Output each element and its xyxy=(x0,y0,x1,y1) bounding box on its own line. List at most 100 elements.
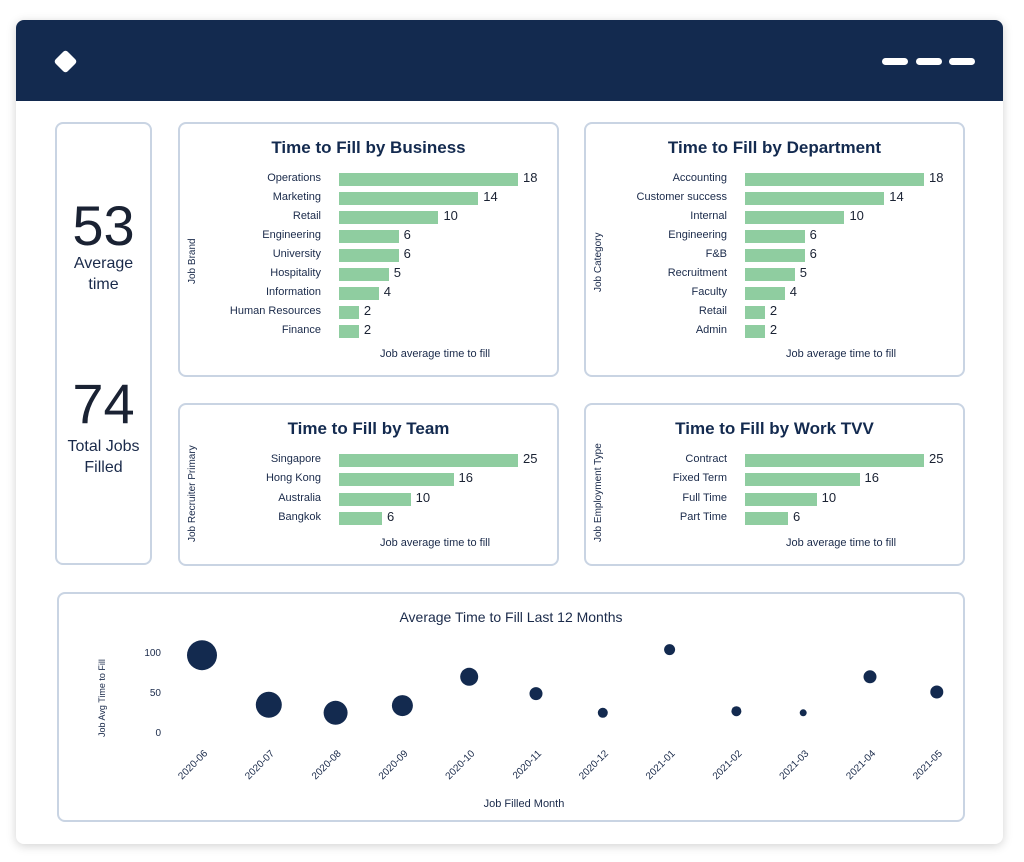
bar-value-label: 2 xyxy=(363,322,372,337)
x-tick-label: 2020-10 xyxy=(444,748,478,782)
bar-value-label: 2 xyxy=(769,322,778,337)
bubble-point[interactable] xyxy=(323,700,348,725)
bar-category-label: University xyxy=(272,248,321,260)
bar[interactable] xyxy=(339,230,399,243)
bar[interactable] xyxy=(339,473,454,487)
bar-category-label: Customer success xyxy=(636,191,727,203)
bar[interactable] xyxy=(745,473,860,487)
bar[interactable] xyxy=(339,325,359,338)
total-jobs-label-line2: Filled xyxy=(84,459,123,476)
work-tvv-chart-card: Time to Fill by Work TVV Job Employment … xyxy=(584,403,965,566)
bar[interactable] xyxy=(339,511,382,525)
bar[interactable] xyxy=(745,192,885,205)
bubble-point[interactable] xyxy=(597,707,608,718)
bar-category-label: Engineering xyxy=(262,229,321,241)
bar-value-label: 18 xyxy=(929,170,944,185)
bar-category-label: Marketing xyxy=(272,191,321,203)
x-tick-label: 2020-11 xyxy=(511,748,545,782)
bar[interactable] xyxy=(745,492,817,506)
bar-value-label: 6 xyxy=(403,227,411,242)
bar[interactable] xyxy=(339,192,479,205)
top-bar xyxy=(16,20,1003,101)
kpi-card: 53 Average time 74 Total Jobs Filled xyxy=(55,122,152,565)
bar[interactable] xyxy=(745,511,788,525)
bar[interactable] xyxy=(745,325,765,338)
bar-category-label: F&B xyxy=(705,248,727,260)
business-chart-card: Time to Fill by Business Job Brand Job a… xyxy=(178,122,559,377)
team-chart-card: Time to Fill by Team Job Recruiter Prima… xyxy=(178,403,559,566)
bar[interactable] xyxy=(745,287,785,300)
bar[interactable] xyxy=(745,173,924,186)
bar[interactable] xyxy=(339,306,359,319)
bar-category-label: Recruitment xyxy=(667,267,727,279)
bar[interactable] xyxy=(339,211,439,224)
bar[interactable] xyxy=(745,454,924,467)
bar-category-label: Contract xyxy=(685,453,727,465)
diamond-logo-icon[interactable] xyxy=(53,49,78,74)
bar-value-label: 10 xyxy=(443,208,458,223)
bar-value-label: 6 xyxy=(809,246,817,261)
bubble-point[interactable] xyxy=(930,685,944,699)
bar-category-label: Full Time xyxy=(682,491,727,504)
bubble-point[interactable] xyxy=(529,687,543,701)
y-axis-label: Job Category xyxy=(593,232,604,292)
bar[interactable] xyxy=(745,211,845,224)
bubble-point[interactable] xyxy=(187,640,217,671)
bar[interactable] xyxy=(745,306,765,319)
bar[interactable] xyxy=(339,249,399,262)
bar-value-label: 14 xyxy=(483,189,498,204)
x-tick-label: 2021-03 xyxy=(778,748,812,782)
y-tick-label: 0 xyxy=(155,728,161,739)
bar-value-label: 25 xyxy=(523,451,538,466)
bar[interactable] xyxy=(745,230,805,243)
bar[interactable] xyxy=(745,268,795,281)
bubble-point[interactable] xyxy=(460,667,479,686)
bubble-point[interactable] xyxy=(731,706,742,717)
y-tick-label: 50 xyxy=(150,688,162,699)
bar-value-label: 5 xyxy=(393,265,401,280)
bar-category-label: Faculty xyxy=(691,286,727,298)
monthly-bubble-chart-card: Average Time to Fill Last 12 Months Job … xyxy=(57,592,965,822)
menu-dash-icon[interactable] xyxy=(916,58,942,65)
x-axis-label: Job average time to fill xyxy=(785,348,897,360)
bar[interactable] xyxy=(339,492,411,506)
average-time-value: 53 xyxy=(72,194,135,257)
bar-category-label: Admin xyxy=(695,324,727,336)
bubble-point[interactable] xyxy=(664,644,676,656)
menu-dash-icon[interactable] xyxy=(882,58,908,65)
bar-value-label: 5 xyxy=(799,265,807,280)
bar-value-label: 14 xyxy=(889,189,904,204)
x-axis-label: Job Filled Month xyxy=(483,798,565,810)
y-tick-label: 100 xyxy=(144,648,161,659)
x-tick-label: 2020-06 xyxy=(176,748,210,782)
bar-value-label: 6 xyxy=(792,508,801,524)
bar-value-label: 6 xyxy=(386,508,395,524)
bubble-point[interactable] xyxy=(255,691,282,718)
bar[interactable] xyxy=(745,249,805,262)
menu-dash-icon[interactable] xyxy=(949,58,975,65)
chart-title: Time to Fill by Team xyxy=(287,419,450,438)
x-tick-label: 2021-04 xyxy=(844,748,878,782)
bar-category-label: Human Resources xyxy=(229,305,321,317)
bubble-plot: 0 50 100 2020-06 2020-07 2020-08 2020-09 2020-1… xyxy=(144,640,945,782)
chart-title: Time to Fill by Business xyxy=(271,138,466,157)
bar-category-label: Accounting xyxy=(672,172,727,184)
bar-value-label: 10 xyxy=(849,208,864,223)
bar-value-label: 10 xyxy=(821,489,837,505)
bar[interactable] xyxy=(339,173,518,186)
x-tick-label: 2021-05 xyxy=(911,748,945,782)
bar[interactable] xyxy=(339,454,518,467)
bubble-point[interactable] xyxy=(799,709,807,717)
bar-category-label: Fixed Term xyxy=(672,472,727,485)
bubble-point[interactable] xyxy=(391,695,413,717)
x-axis-label: Job average time to fill xyxy=(379,348,491,360)
chart-title: Average Time to Fill Last 12 Months xyxy=(399,609,623,625)
bar-value-label: 4 xyxy=(789,284,797,299)
bar[interactable] xyxy=(339,287,379,300)
bar[interactable] xyxy=(339,268,389,281)
bar-category-label: Finance xyxy=(281,324,321,336)
x-tick-label: 2020-07 xyxy=(243,748,277,782)
bubble-point[interactable] xyxy=(863,670,877,684)
bar-value-label: 16 xyxy=(864,470,880,486)
total-jobs-label-line1: Total Jobs xyxy=(67,438,140,455)
